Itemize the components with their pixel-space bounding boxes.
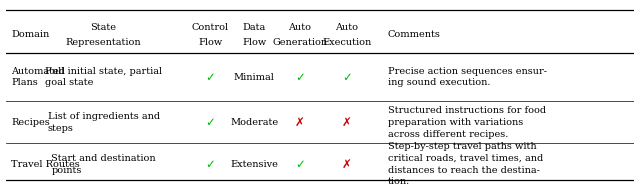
Text: Minimal: Minimal [234,73,275,82]
Text: Start and destination
points: Start and destination points [51,154,156,174]
Text: Comments: Comments [388,31,440,39]
Text: ✓: ✓ [342,71,352,84]
Text: ✓: ✓ [205,116,215,129]
Text: ✓: ✓ [205,71,215,84]
Text: Domain: Domain [12,31,50,39]
Text: Automated
Plans: Automated Plans [12,67,65,88]
Text: Moderate: Moderate [230,118,278,127]
Text: ✓: ✓ [295,71,305,84]
Text: Structured instructions for food
preparation with variations
across different re: Structured instructions for food prepara… [388,106,546,139]
Text: Generation: Generation [273,38,328,47]
Text: Extensive: Extensive [230,160,278,169]
Text: Recipes: Recipes [12,118,50,127]
Text: Data: Data [243,23,266,32]
Text: Auto: Auto [335,23,358,32]
Text: ✗: ✗ [342,158,352,171]
Text: State: State [91,23,116,32]
Text: Execution: Execution [323,38,372,47]
Text: Auto: Auto [289,23,312,32]
Text: List of ingredients and
steps: List of ingredients and steps [47,112,159,133]
Text: Representation: Representation [66,38,141,47]
Text: ✓: ✓ [205,158,215,171]
Text: Full initial state, partial
goal state: Full initial state, partial goal state [45,67,162,88]
Text: ✗: ✗ [295,116,305,129]
Text: Control: Control [191,23,229,32]
Text: Travel Routes: Travel Routes [12,160,80,169]
Text: Precise action sequences ensur-
ing sound execution.: Precise action sequences ensur- ing soun… [388,67,547,88]
Text: ✓: ✓ [295,158,305,171]
Text: Step-by-step travel paths with
critical roads, travel times, and
distances to re: Step-by-step travel paths with critical … [388,142,543,185]
Text: ✗: ✗ [342,116,352,129]
Text: Flow: Flow [242,38,266,47]
Text: Flow: Flow [198,38,222,47]
